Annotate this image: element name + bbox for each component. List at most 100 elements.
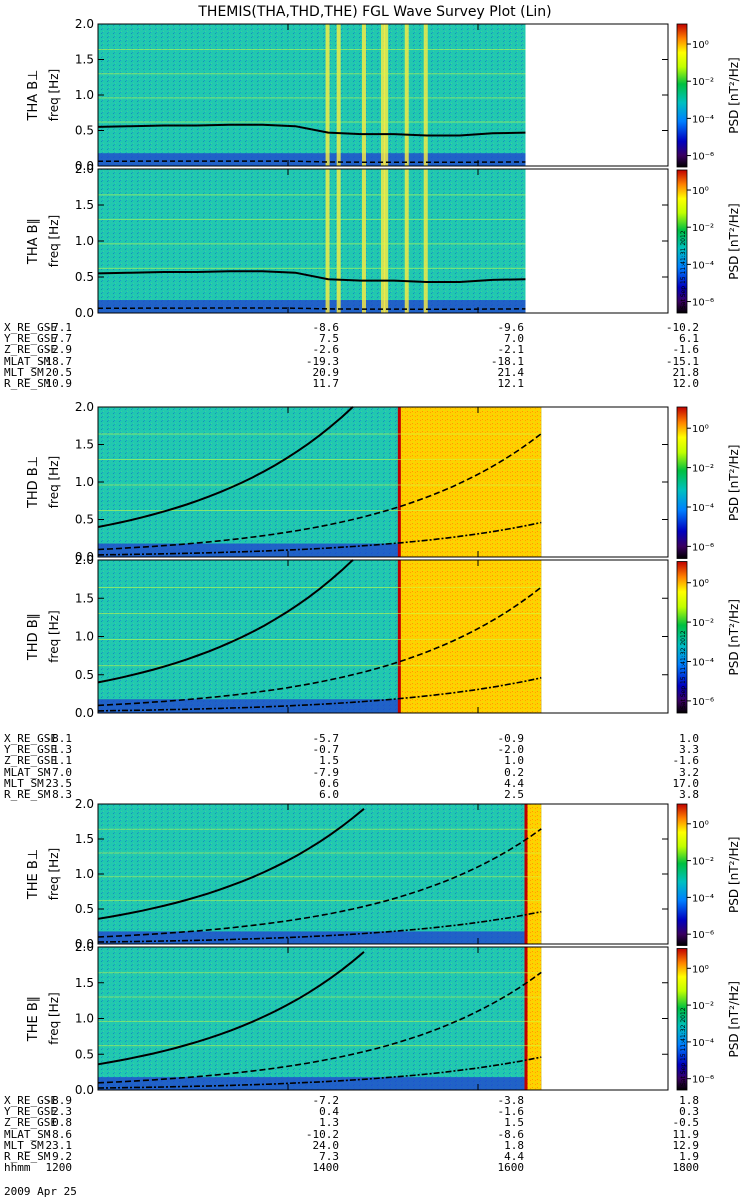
- colorbar-scale: [676, 23, 688, 168]
- ephemeris-value: -8.6: [497, 1127, 525, 1141]
- ephemeris-row: Z_RE_GSE 1.1 1.5 1.0 -1.6: [4, 755, 744, 766]
- colorbar-tick-label: 10⁰: [692, 964, 709, 975]
- ephemeris-value: 1.8: [504, 1138, 524, 1152]
- colorbar-label: PSD [nT²/Hz]: [727, 981, 741, 1057]
- ephemeris-value: -5.7: [312, 732, 340, 745]
- y-tick-label: 2.0: [75, 553, 94, 567]
- y-tick-label: 1.5: [75, 438, 94, 452]
- ephemeris-row: MLT_SM 23.1 24.0 1.8 12.9: [4, 1140, 744, 1151]
- y-tick-label: 0.5: [75, 1047, 94, 1061]
- burst-stripe: [381, 24, 385, 166]
- ephemeris-value: 4.4: [504, 1149, 524, 1163]
- spectrogram-noise: [98, 804, 542, 944]
- colorbar-tick-label: 10⁻⁶: [692, 298, 714, 309]
- ephemeris-row: Y_RE_GSE 2.3 0.4 -1.6 0.3: [4, 1106, 744, 1117]
- gyrofrequency-line: [97, 559, 354, 684]
- boundary-spike: [397, 407, 401, 557]
- colorbar-label: PSD [nT²/Hz]: [727, 57, 741, 133]
- ephemeris-label: MLT_SM: [4, 365, 44, 379]
- ephemeris-row: R_RE_SM 9.2 7.3 4.4 1.9: [4, 1151, 744, 1162]
- burst-stripe: [423, 169, 428, 313]
- ephemeris-label: Z_RE_GSE: [4, 1116, 57, 1130]
- ephemeris-row: Y_RE_GSE 7.7 7.5 7.0 6.1: [4, 333, 744, 344]
- he-gyrofrequency-line: [98, 307, 526, 311]
- colorbar-label: PSD [nT²/Hz]: [727, 837, 741, 913]
- o-gyrofrequency-line: [97, 911, 542, 943]
- ephemeris-value: 17.0: [672, 776, 700, 790]
- ephemeris-value: -8.6: [312, 321, 340, 334]
- ephemeris-label: X_RE_GSE: [4, 321, 57, 334]
- ephemeris-value: 7.5: [319, 332, 339, 346]
- ephemeris-value: -18.1: [490, 354, 524, 368]
- ephemeris-row: Z_RE_GSE -2.9 -2.6 -2.1 -1.6: [4, 344, 744, 355]
- ephemeris-row: MLAT_SM -18.7 -19.3 -18.1 -15.1: [4, 354, 744, 368]
- ephemeris-value: 12.1: [497, 376, 525, 390]
- y-tick-label: 1.0: [75, 88, 94, 102]
- ephemeris-row: R_RE_SM 10.9 11.7 12.1 12.0: [4, 378, 744, 389]
- gyrofrequency-line: [97, 951, 365, 1066]
- spectrogram-noise: [98, 169, 526, 313]
- boundary-spike: [397, 560, 401, 713]
- spectrogram-panel-the-par: 2.0 1.5 1.0 0.5 0.0 THE B∥ freq [Hz]: [26, 940, 669, 1097]
- y-tick-label: 1.5: [75, 198, 94, 212]
- panel-label: THE B∥: [26, 996, 41, 1042]
- y-tick-label: 1.0: [75, 475, 94, 489]
- o-gyrofrequency-line: [97, 1056, 542, 1089]
- spectrogram-panel-the-perp: 2.0 1.5 1.0 0.5 0.0 THE B⊥ freq [Hz]: [26, 797, 669, 951]
- o-gyrofrequency-line: [97, 521, 542, 556]
- ephemeris-value: -1.6: [497, 1105, 525, 1119]
- colorbar-tick-label: 10⁰: [692, 424, 709, 435]
- ephemeris-value: 12.9: [672, 1138, 700, 1152]
- ephemeris-value: -19.3: [305, 354, 339, 368]
- ephemeris-value: 1400: [312, 1161, 340, 1175]
- he-gyrofrequency-line: [97, 433, 542, 551]
- boundary-spike: [524, 947, 528, 1090]
- figure-title: THEMIS(THA,THD,THE) FGL Wave Survey Plot…: [197, 4, 551, 20]
- ephemeris-value: 1.5: [319, 754, 339, 768]
- hot-region-noise: [525, 804, 542, 944]
- ephemeris-value: 1600: [497, 1161, 525, 1175]
- colorbar-label: PSD [nT²/Hz]: [727, 445, 741, 521]
- colorbar-tick-label: 10⁰: [692, 579, 709, 590]
- ephemeris-value: -2.0: [497, 743, 525, 757]
- gyrofrequency-line: [97, 808, 365, 920]
- y-tick-label: 1.5: [75, 53, 94, 67]
- burst-stripe: [362, 169, 366, 313]
- colorbar-scale: [676, 561, 688, 714]
- y-tick-label: 0.5: [75, 270, 94, 284]
- ephemeris-value: 24.0: [312, 1138, 340, 1152]
- ephemeris-value: 1.8: [679, 1094, 699, 1107]
- ephemeris-value: -8.9: [45, 1094, 73, 1107]
- ephemeris-label: Y_RE_GSE: [4, 743, 57, 757]
- freq-axis-label: freq [Hz]: [47, 992, 61, 1044]
- ephemeris-label: X_RE_GSE: [4, 732, 57, 745]
- colorbar-tick-label: 10⁻²: [692, 464, 714, 475]
- hot-region-noise: [398, 560, 542, 713]
- ephemeris-value: 1.3: [52, 743, 72, 757]
- ephemeris-value: 1.0: [679, 732, 699, 745]
- low-frequency-band: [98, 300, 526, 313]
- y-tick-label: 1.5: [75, 832, 94, 846]
- colorbar-tick-label: 10⁻²: [692, 618, 714, 629]
- y-tick-label: 2.0: [75, 940, 94, 954]
- panel-label: THE B⊥: [26, 849, 41, 900]
- ephemeris-value: 6.1: [679, 332, 699, 346]
- y-tick-label: 0.0: [75, 550, 94, 564]
- ephemeris-value: -1.6: [672, 754, 700, 768]
- y-tick-label: 0.0: [75, 937, 94, 951]
- ephemeris-value: -8.6: [45, 1127, 73, 1141]
- he-gyrofrequency-line: [97, 586, 542, 707]
- ephemeris-value: 0.2: [504, 765, 524, 779]
- burst-stripe: [336, 169, 341, 313]
- freq-axis-label: freq [Hz]: [47, 69, 61, 121]
- ephemeris-row: R_RE_SM 8.3 6.0 2.5 3.8: [4, 789, 744, 800]
- ephemeris-value: 23.1: [45, 1138, 73, 1152]
- ephemeris-value: 12.0: [672, 376, 700, 390]
- ephemeris-label: R_RE_SM: [4, 787, 51, 801]
- ephemeris-label: MLAT_SM: [4, 765, 51, 779]
- ephemeris-value: 23.5: [45, 776, 73, 790]
- ephemeris-value: 0.8: [52, 1116, 72, 1130]
- colorbar-tick-label: 10⁻⁴: [692, 260, 714, 271]
- ephemeris-block: X_RE_GSE -7.1 -8.6 -9.6 -10.2 Y_RE_GSE 7.7 7.5 7…: [4, 322, 744, 389]
